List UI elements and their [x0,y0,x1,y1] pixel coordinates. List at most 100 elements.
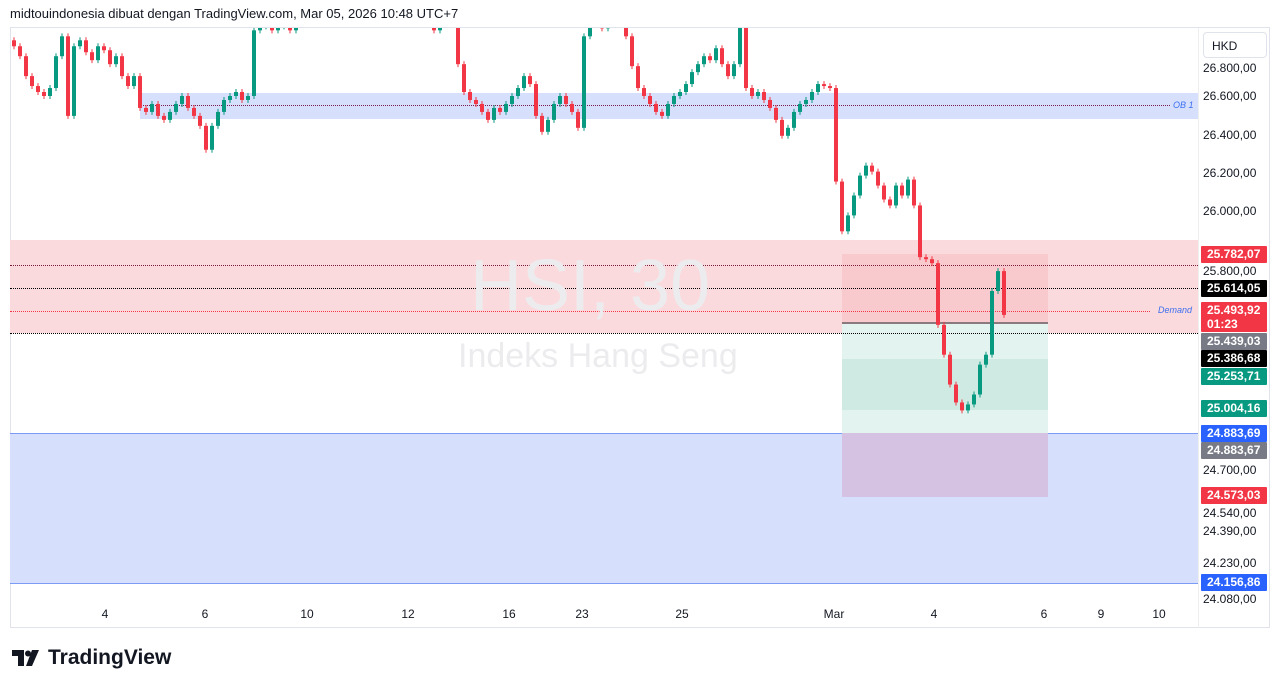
watermark-symbol: HSI, 30 [470,246,711,326]
position-target-inner [842,359,1048,410]
price-tag: 25.253,71 [1201,368,1267,385]
candle [666,100,670,119]
candle [804,96,808,107]
candle [558,93,562,107]
candle [528,73,532,88]
price-tag: 25.614,05 [1201,280,1267,297]
candle [252,28,256,99]
candle [726,61,730,80]
price-tag: 25.782,07 [1201,246,1267,263]
candle [36,83,40,96]
candle [702,53,706,68]
candle [780,116,784,139]
candle [732,61,736,80]
candle [792,108,796,131]
tradingview-logo-icon [12,650,39,666]
candle [690,69,694,88]
candle [882,182,886,203]
candle [294,28,298,34]
candle [102,43,106,54]
candle [822,81,826,90]
price-tick-label: 25.800,00 [1203,264,1257,278]
candle [684,81,688,96]
candle [678,89,682,99]
price-axis[interactable] [1198,28,1271,628]
watermark-name: Indeks Hang Seng [458,337,738,375]
price-tick-label: 24.080,00 [1203,592,1257,606]
candle [552,100,556,123]
candle [828,83,832,92]
level-line-25782 [10,265,1198,266]
time-tick-label: 6 [1040,607,1048,621]
candle [486,108,490,123]
time-tick-label: 10 [1152,607,1166,621]
candle [984,351,988,368]
candle [606,28,610,32]
candle [648,93,652,107]
candle [936,260,940,328]
candle [630,33,634,70]
candle [270,28,274,34]
candle [474,96,478,107]
price-tick-label: 26.600,00 [1203,89,1257,103]
candle [480,100,484,115]
candle [42,89,46,99]
candle [978,361,982,398]
time-tick-label: 4 [930,607,938,621]
candle [624,28,628,40]
price-tag: 25.004,16 [1201,400,1267,417]
candle [876,168,880,189]
candle [228,93,232,103]
candle [216,108,220,129]
currency-selector[interactable]: HKD [1203,32,1267,58]
candle [78,37,82,50]
time-tick-label: 4 [101,607,109,621]
candle [708,53,712,64]
price-tag: 24.883,67 [1201,442,1267,459]
candle [168,108,172,123]
candle [942,321,946,358]
candle [516,85,520,99]
candle [126,73,130,90]
candle [186,93,190,111]
candle [948,351,952,388]
time-tick-label: 10 [300,607,314,621]
entry-line[interactable] [842,322,1048,324]
candle [816,81,820,96]
demand-line [10,311,1150,312]
candle [492,104,496,123]
time-tick-label: 9 [1097,607,1105,621]
price-tick-label: 24.540,00 [1203,506,1257,520]
price-tick-label: 26.000,00 [1203,204,1257,218]
candle [132,73,136,90]
candle [240,89,244,103]
chart-plot-area[interactable]: OB 1 Demand HSI, 30 Indeks Hang Seng [10,28,1198,600]
candle [162,112,166,123]
candle [990,288,994,358]
candle [858,172,862,199]
candle [714,45,718,64]
candle [798,100,802,115]
candle [672,93,676,107]
candle [1002,268,1006,318]
candle [912,176,916,209]
candle [546,116,550,135]
candle [198,112,202,129]
candle [966,401,970,414]
candle [600,28,604,32]
candle [768,96,772,111]
chart-header: midtouindonesia dibuat dengan TradingVie… [10,6,459,21]
candle [900,182,904,199]
price-tag: 25.439,03 [1201,333,1267,350]
tradingview-logo[interactable]: TradingView [12,646,171,670]
candle [144,104,148,115]
price-tick-label: 24.700,00 [1203,463,1257,477]
candle [570,100,574,115]
level-line-25439 [10,333,1198,334]
candle [54,53,58,92]
price-tag: 24.156,86 [1201,574,1267,591]
candle [246,93,250,103]
candle [204,122,208,153]
price-tick-label: 26.800,00 [1203,61,1257,75]
candle [510,93,514,107]
